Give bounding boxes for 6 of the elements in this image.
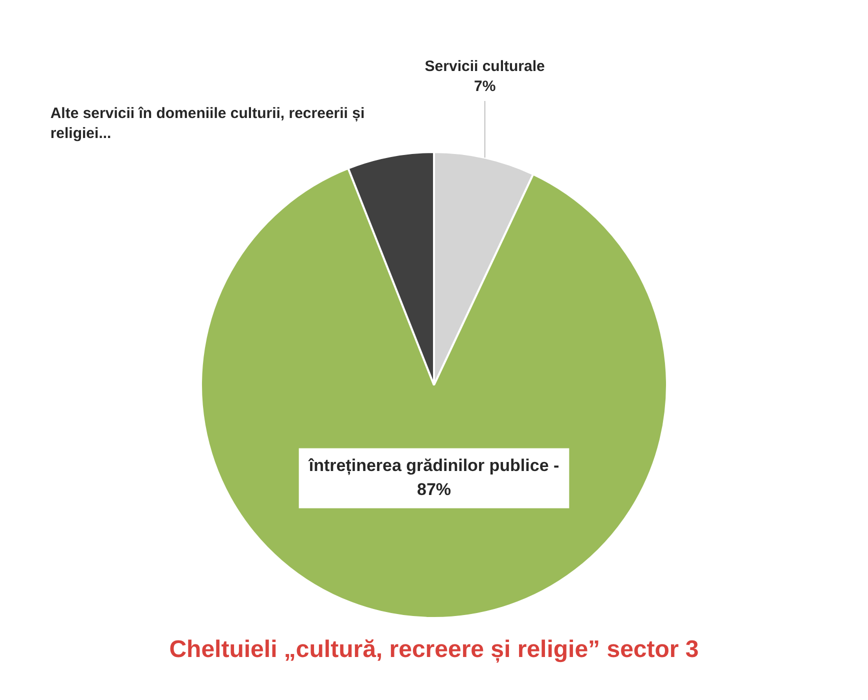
slice-label: Servicii culturale xyxy=(424,58,545,76)
data-label: 7% xyxy=(474,78,496,96)
data-label: 87% xyxy=(416,480,452,499)
slice-label: întreținerea grădinilor publice - xyxy=(308,456,560,475)
slice-label: Alte servicii în domeniile culturii, recreerii și religiei... xyxy=(50,105,365,142)
text: Cheltuieli „cultură, recreere și religie” sector 3 xyxy=(168,636,700,664)
